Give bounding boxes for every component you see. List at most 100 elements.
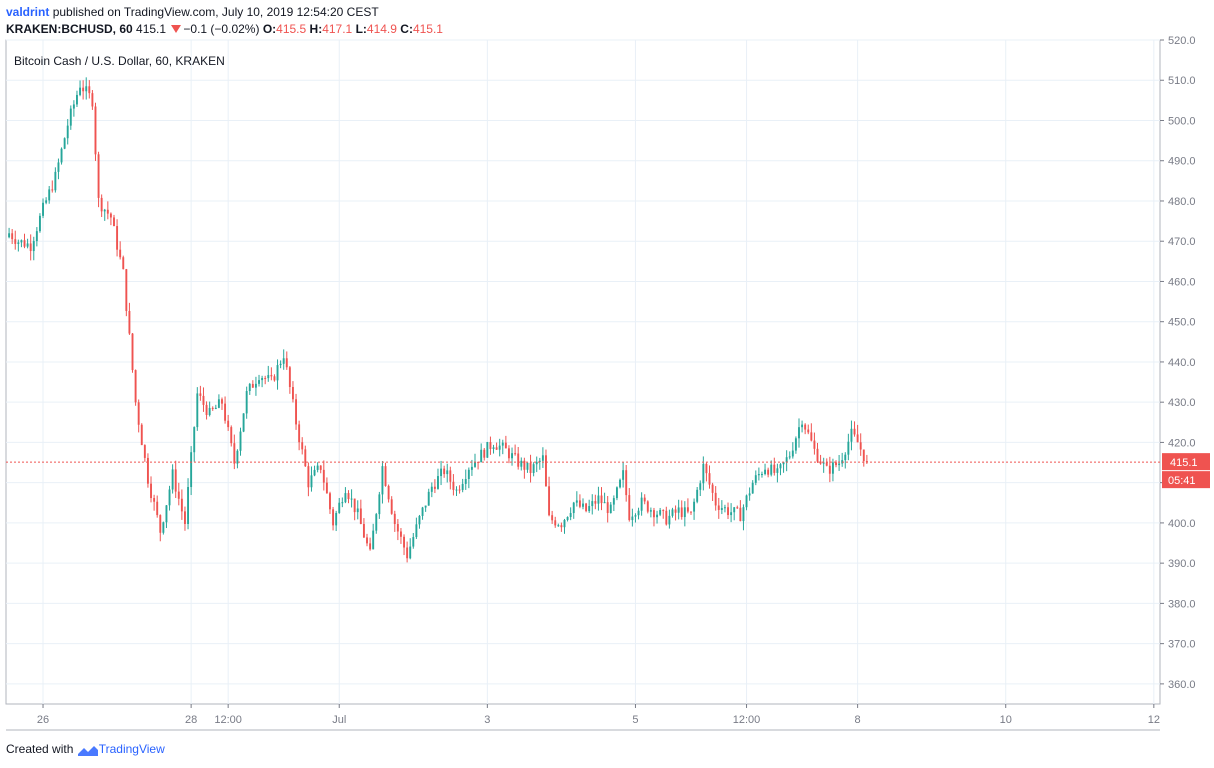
x-tick-label: 12:00 [733,714,761,726]
candle-body [48,189,51,201]
candle-body [665,510,668,525]
candle-body [270,375,273,377]
candle-body [150,483,152,499]
candle-body [248,383,251,392]
candle-body [844,454,847,461]
candle-body [190,452,193,488]
chart-grid [5,39,1161,705]
candle-body [60,148,63,163]
candle-body [523,460,526,470]
price-axis[interactable]: 360.0370.0380.0390.0400.0410.0420.0430.0… [1160,35,1210,691]
candle-body [32,241,35,252]
candle-body [430,486,433,492]
candle-body [332,509,335,526]
candle-body [51,189,54,191]
candle-body [322,469,325,483]
x-tick-label: 3 [484,714,490,726]
candle-body [282,358,285,364]
candle-body [285,358,288,368]
x-tick-label: 12:00 [214,714,242,726]
candle-body [14,239,17,244]
candle-body [551,515,554,521]
candle-body [631,516,634,521]
candle-body [11,233,14,240]
candle-body [671,509,674,516]
candle-body [600,495,603,504]
published-text: published on TradingView.com, July 10, 2… [52,5,379,19]
candle-body [754,475,757,483]
candle-body [825,462,828,466]
time-axis[interactable]: 26 28 12:00 Jul 3 5 12:00 8 10 12 [6,704,1160,731]
candle-body [640,497,643,511]
low-value: 414.9 [366,22,397,36]
candle-body [94,106,97,155]
candlestick-series[interactable] [6,77,1160,563]
y-tick-label: 390.0 [1168,558,1196,570]
candle-body [26,243,29,247]
candle-body [668,515,671,525]
candle-body [470,466,473,470]
candle-body [236,450,239,464]
candle-body [538,460,541,462]
candle-body [739,507,742,522]
candle-body [452,481,455,490]
candle-body [637,510,640,516]
candle-body [76,94,78,105]
candle-body [63,138,66,149]
candle-body [838,463,841,466]
candle-body [8,233,11,238]
candle-body [261,378,264,381]
candle-body [69,108,72,126]
candle-body [125,269,128,311]
candle-body [177,491,180,499]
author-name[interactable]: valdrint [6,5,50,19]
candle-body [143,445,146,458]
close-key: C: [400,22,413,36]
candle-body [199,393,202,396]
candle-body [649,510,652,512]
candle-body [372,530,375,550]
candle-body [415,524,418,538]
candle-body [427,491,430,506]
candle-body [180,498,183,512]
candle-body [578,500,581,507]
candle-body [42,202,44,216]
candle-body [517,453,520,467]
candle-body [622,470,625,480]
candle-body [628,495,631,521]
candle-body [295,399,297,425]
candle-body [761,474,763,476]
candle-body [307,466,310,488]
candle-body [254,383,257,388]
candle-body [615,487,618,499]
candle-body [187,487,190,524]
candle-body [690,511,692,513]
candle-body [794,438,797,451]
current-price-badge [1162,453,1210,471]
candle-body [511,453,513,459]
candle-body [865,461,868,463]
candle-body [480,449,483,463]
candle-body [122,257,125,270]
candle-body [233,443,236,464]
candle-body [677,507,680,513]
candle-body [82,87,85,92]
candle-body [770,464,773,475]
candle-body [310,475,313,488]
candle-body [140,424,143,446]
created-with-text: Created with [6,742,74,756]
candle-body [699,483,702,490]
x-tick-label: 5 [632,714,638,726]
candle-body [835,462,837,466]
close-value: 415.1 [412,22,443,36]
candle-body [316,465,319,470]
candle-body [680,507,683,518]
candle-body [38,215,41,232]
publish-info: valdrint published on TradingView.com, J… [6,5,379,19]
brand-link[interactable]: TradingView [98,742,165,756]
candle-body [88,86,91,94]
price-chart[interactable]: 360.0370.0380.0390.0400.0410.0420.0430.0… [0,0,1214,740]
candle-body [828,465,831,474]
candle-body [850,428,853,442]
candle-body [85,86,88,92]
